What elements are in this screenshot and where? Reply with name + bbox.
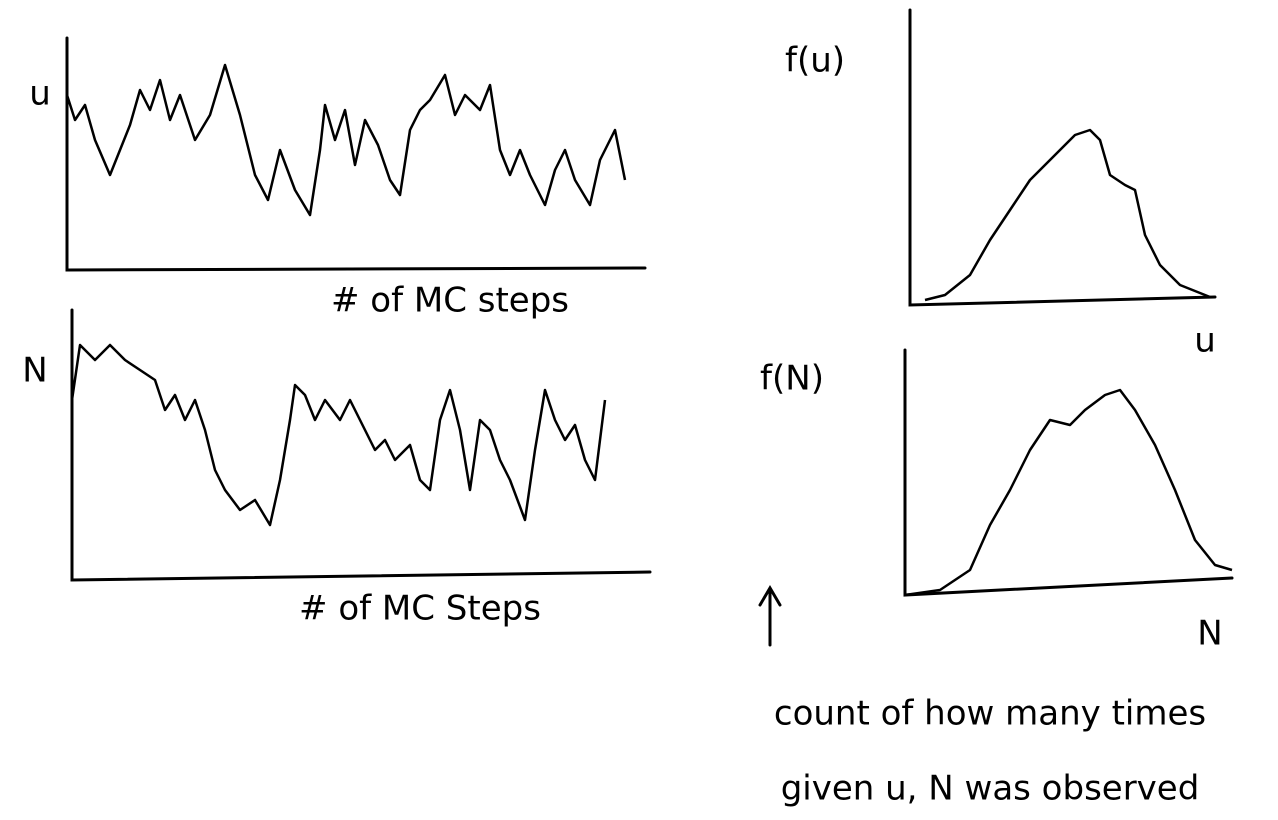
histogram-plot: f(N) N	[760, 350, 1232, 654]
axes	[67, 38, 645, 270]
distribution	[925, 130, 1210, 300]
y-label: f(u)	[785, 41, 845, 81]
axes	[72, 310, 650, 580]
x-label: u	[1194, 321, 1216, 361]
histogram-plot: f(u) u	[785, 10, 1216, 361]
x-label: # of MC Steps	[299, 589, 541, 629]
y-label: N	[22, 351, 47, 391]
distribution	[905, 390, 1232, 595]
trace	[72, 345, 605, 525]
arrow	[760, 588, 780, 645]
axes	[905, 350, 1232, 595]
annotation-line: given u, N was observed	[781, 769, 1200, 809]
x-label: # of MC steps	[331, 281, 569, 321]
x-label: N	[1197, 614, 1222, 654]
trace-plot: N # of MC Steps	[22, 310, 650, 629]
axes	[910, 10, 1215, 305]
trace	[67, 65, 625, 215]
y-label: f(N)	[760, 359, 824, 399]
trace-plot: u # of MC steps	[29, 38, 645, 321]
annotation-line: count of how many times	[774, 694, 1206, 734]
y-label: u	[29, 74, 51, 114]
sketch: u # of MC steps N # of MC Steps f(u) u f…	[0, 0, 1278, 820]
